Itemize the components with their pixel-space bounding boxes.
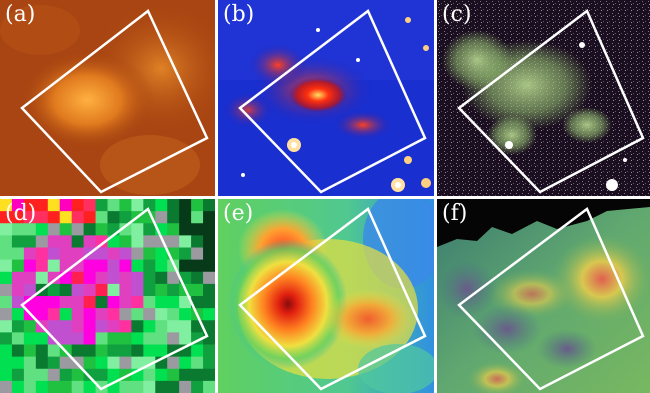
panel-d: (d) [0, 199, 215, 393]
panel-a-quadrilateral [20, 9, 209, 194]
panel-c-image [437, 0, 650, 196]
panel-f-image [437, 199, 650, 393]
panel-e-label: (e) [223, 201, 254, 226]
panel-d-quadrilateral [20, 207, 209, 391]
panel-d-label: (d) [5, 201, 37, 226]
panel-e-quadrilateral [238, 207, 427, 391]
panel-a-label: (a) [5, 2, 36, 27]
panel-c-label: (c) [442, 2, 472, 27]
panel-f-label: (f) [442, 201, 468, 226]
panel-b: (b) [218, 0, 434, 196]
panel-b-label: (b) [223, 2, 255, 27]
panel-b-quadrilateral [238, 9, 427, 194]
panel-c-quadrilateral [457, 9, 645, 194]
panel-e: (e) [218, 199, 434, 393]
panel-a-image [0, 0, 215, 196]
panel-b-image [218, 0, 434, 196]
panel-f-quadrilateral [457, 207, 645, 391]
panel-a: (a) [0, 0, 215, 196]
panel-f: (f) [437, 199, 650, 393]
panel-c: (c) [437, 0, 650, 196]
